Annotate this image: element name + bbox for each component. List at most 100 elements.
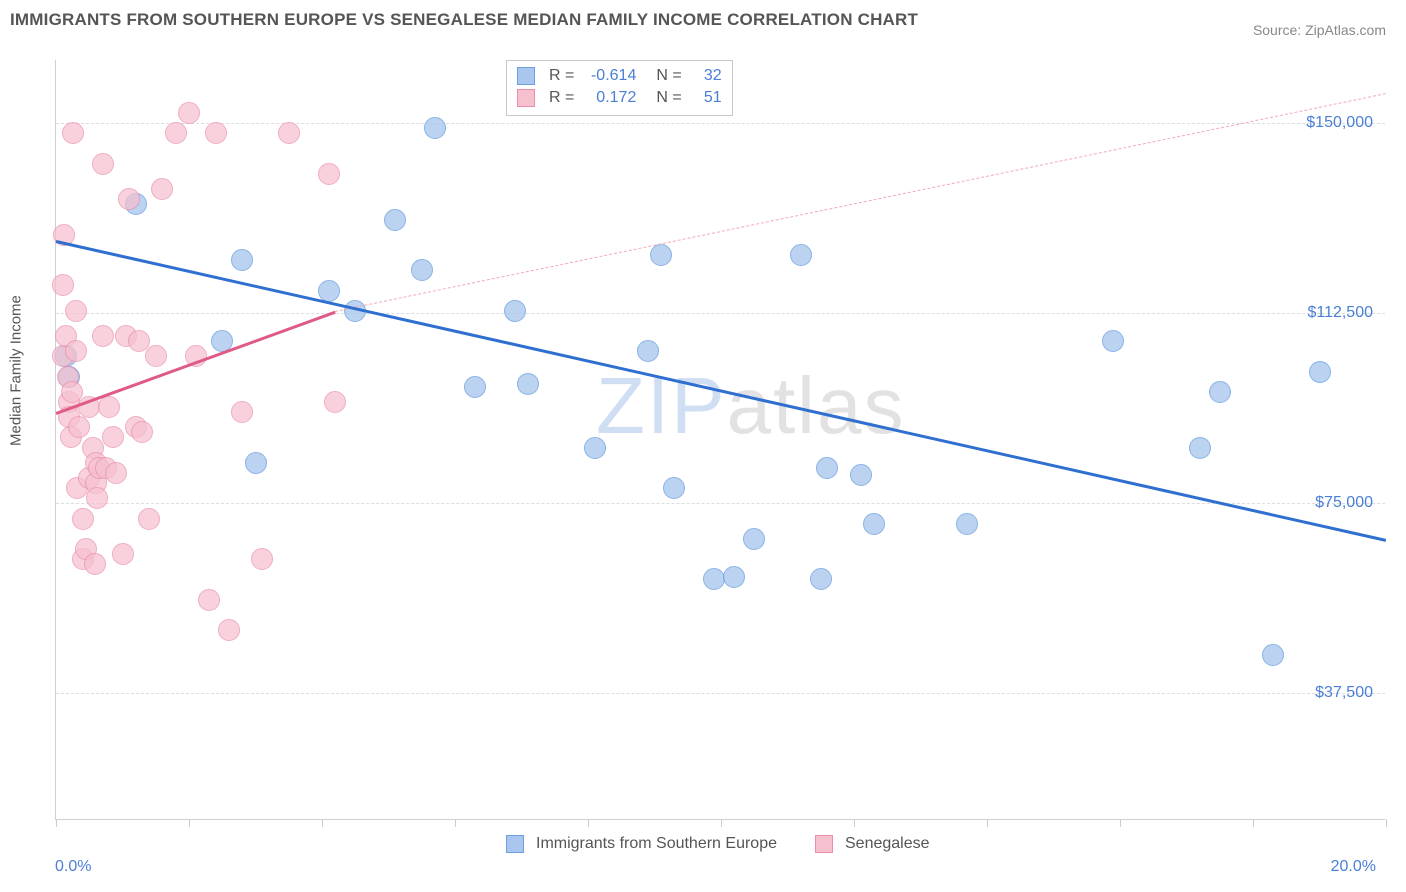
legend-n-value: 32 <box>692 65 722 87</box>
data-point <box>1309 361 1331 383</box>
data-point <box>178 102 200 124</box>
legend-r-value: -0.614 <box>584 65 636 87</box>
legend-swatch <box>815 835 833 853</box>
data-point <box>424 117 446 139</box>
data-point <box>1209 381 1231 403</box>
data-point <box>231 401 253 423</box>
y-tick-label: $112,500 <box>1307 304 1373 322</box>
data-point <box>118 188 140 210</box>
x-tick <box>189 819 190 827</box>
legend-row: R =0.172N =51 <box>517 87 722 109</box>
legend-swatch <box>517 67 535 85</box>
x-tick <box>854 819 855 827</box>
data-point <box>723 566 745 588</box>
legend-r-value: 0.172 <box>584 87 636 109</box>
data-point <box>245 452 267 474</box>
gridline <box>56 123 1385 124</box>
x-tick <box>987 819 988 827</box>
x-tick <box>455 819 456 827</box>
data-point <box>743 528 765 550</box>
data-point <box>850 464 872 486</box>
plot-area: ZIPatlas $37,500$75,000$112,500$150,000R… <box>55 60 1385 820</box>
data-point <box>790 244 812 266</box>
x-tick <box>1253 819 1254 827</box>
legend-row: R = -0.614 N = 32 <box>517 65 722 87</box>
legend-series-label: Immigrants from Southern Europe <box>536 835 777 853</box>
data-point <box>318 280 340 302</box>
x-tick <box>588 819 589 827</box>
data-point <box>324 391 346 413</box>
gridline <box>56 693 1385 694</box>
trend-line <box>56 240 1387 542</box>
y-tick-label: $75,000 <box>1315 494 1373 512</box>
x-axis-label-max: 20.0% <box>1331 858 1376 876</box>
y-tick-label: $37,500 <box>1315 684 1373 702</box>
gridline <box>56 313 1385 314</box>
data-point <box>464 376 486 398</box>
legend-item: Senegalese <box>815 835 930 853</box>
x-tick <box>1120 819 1121 827</box>
data-point <box>1262 644 1284 666</box>
source-attribution: Source: ZipAtlas.com <box>1253 22 1386 38</box>
x-tick <box>1386 819 1387 827</box>
data-point <box>112 543 134 565</box>
watermark-atlas: atlas <box>726 361 905 450</box>
data-point <box>816 457 838 479</box>
legend-series-label: Senegalese <box>845 835 930 853</box>
legend-r-label: R = <box>549 65 574 87</box>
data-point <box>278 122 300 144</box>
y-tick-label: $150,000 <box>1306 114 1373 132</box>
legend-item: Immigrants from Southern Europe <box>506 835 777 853</box>
data-point <box>810 568 832 590</box>
x-tick <box>322 819 323 827</box>
x-tick <box>721 819 722 827</box>
data-point <box>637 340 659 362</box>
data-point <box>65 340 87 362</box>
data-point <box>251 548 273 570</box>
data-point <box>218 619 240 641</box>
trend-line <box>335 93 1386 312</box>
legend-swatch <box>517 89 535 107</box>
data-point <box>84 553 106 575</box>
data-point <box>131 421 153 443</box>
data-point <box>52 274 74 296</box>
data-point <box>956 513 978 535</box>
data-point <box>92 153 114 175</box>
data-point <box>98 396 120 418</box>
chart-container: IMMIGRANTS FROM SOUTHERN EUROPE VS SENEG… <box>10 10 1396 882</box>
data-point <box>65 300 87 322</box>
x-axis-label-min: 0.0% <box>55 858 91 876</box>
data-point <box>1189 437 1211 459</box>
x-tick <box>56 819 57 827</box>
correlation-legend: R = -0.614 N = 32R = 0.172 N = 51 <box>506 60 733 116</box>
series-legend: Immigrants from Southern Europe Senegales… <box>506 835 930 853</box>
legend-n-label: N = <box>656 87 681 109</box>
data-point <box>102 426 124 448</box>
data-point <box>151 178 173 200</box>
data-point <box>92 325 114 347</box>
data-point <box>384 209 406 231</box>
data-point <box>72 508 94 530</box>
data-point <box>863 513 885 535</box>
data-point <box>138 508 160 530</box>
data-point <box>1102 330 1124 352</box>
data-point <box>650 244 672 266</box>
data-point <box>68 416 90 438</box>
data-point <box>198 589 220 611</box>
legend-n-label: N = <box>656 65 681 87</box>
data-point <box>205 122 227 144</box>
data-point <box>105 462 127 484</box>
data-point <box>411 259 433 281</box>
legend-n-value: 51 <box>692 87 722 109</box>
data-point <box>663 477 685 499</box>
data-point <box>504 300 526 322</box>
legend-swatch <box>506 835 524 853</box>
y-axis-title: Median Family Income <box>8 295 25 446</box>
data-point <box>231 249 253 271</box>
data-point <box>62 122 84 144</box>
data-point <box>86 487 108 509</box>
chart-title: IMMIGRANTS FROM SOUTHERN EUROPE VS SENEG… <box>10 10 1396 30</box>
data-point <box>318 163 340 185</box>
data-point <box>584 437 606 459</box>
gridline <box>56 503 1385 504</box>
